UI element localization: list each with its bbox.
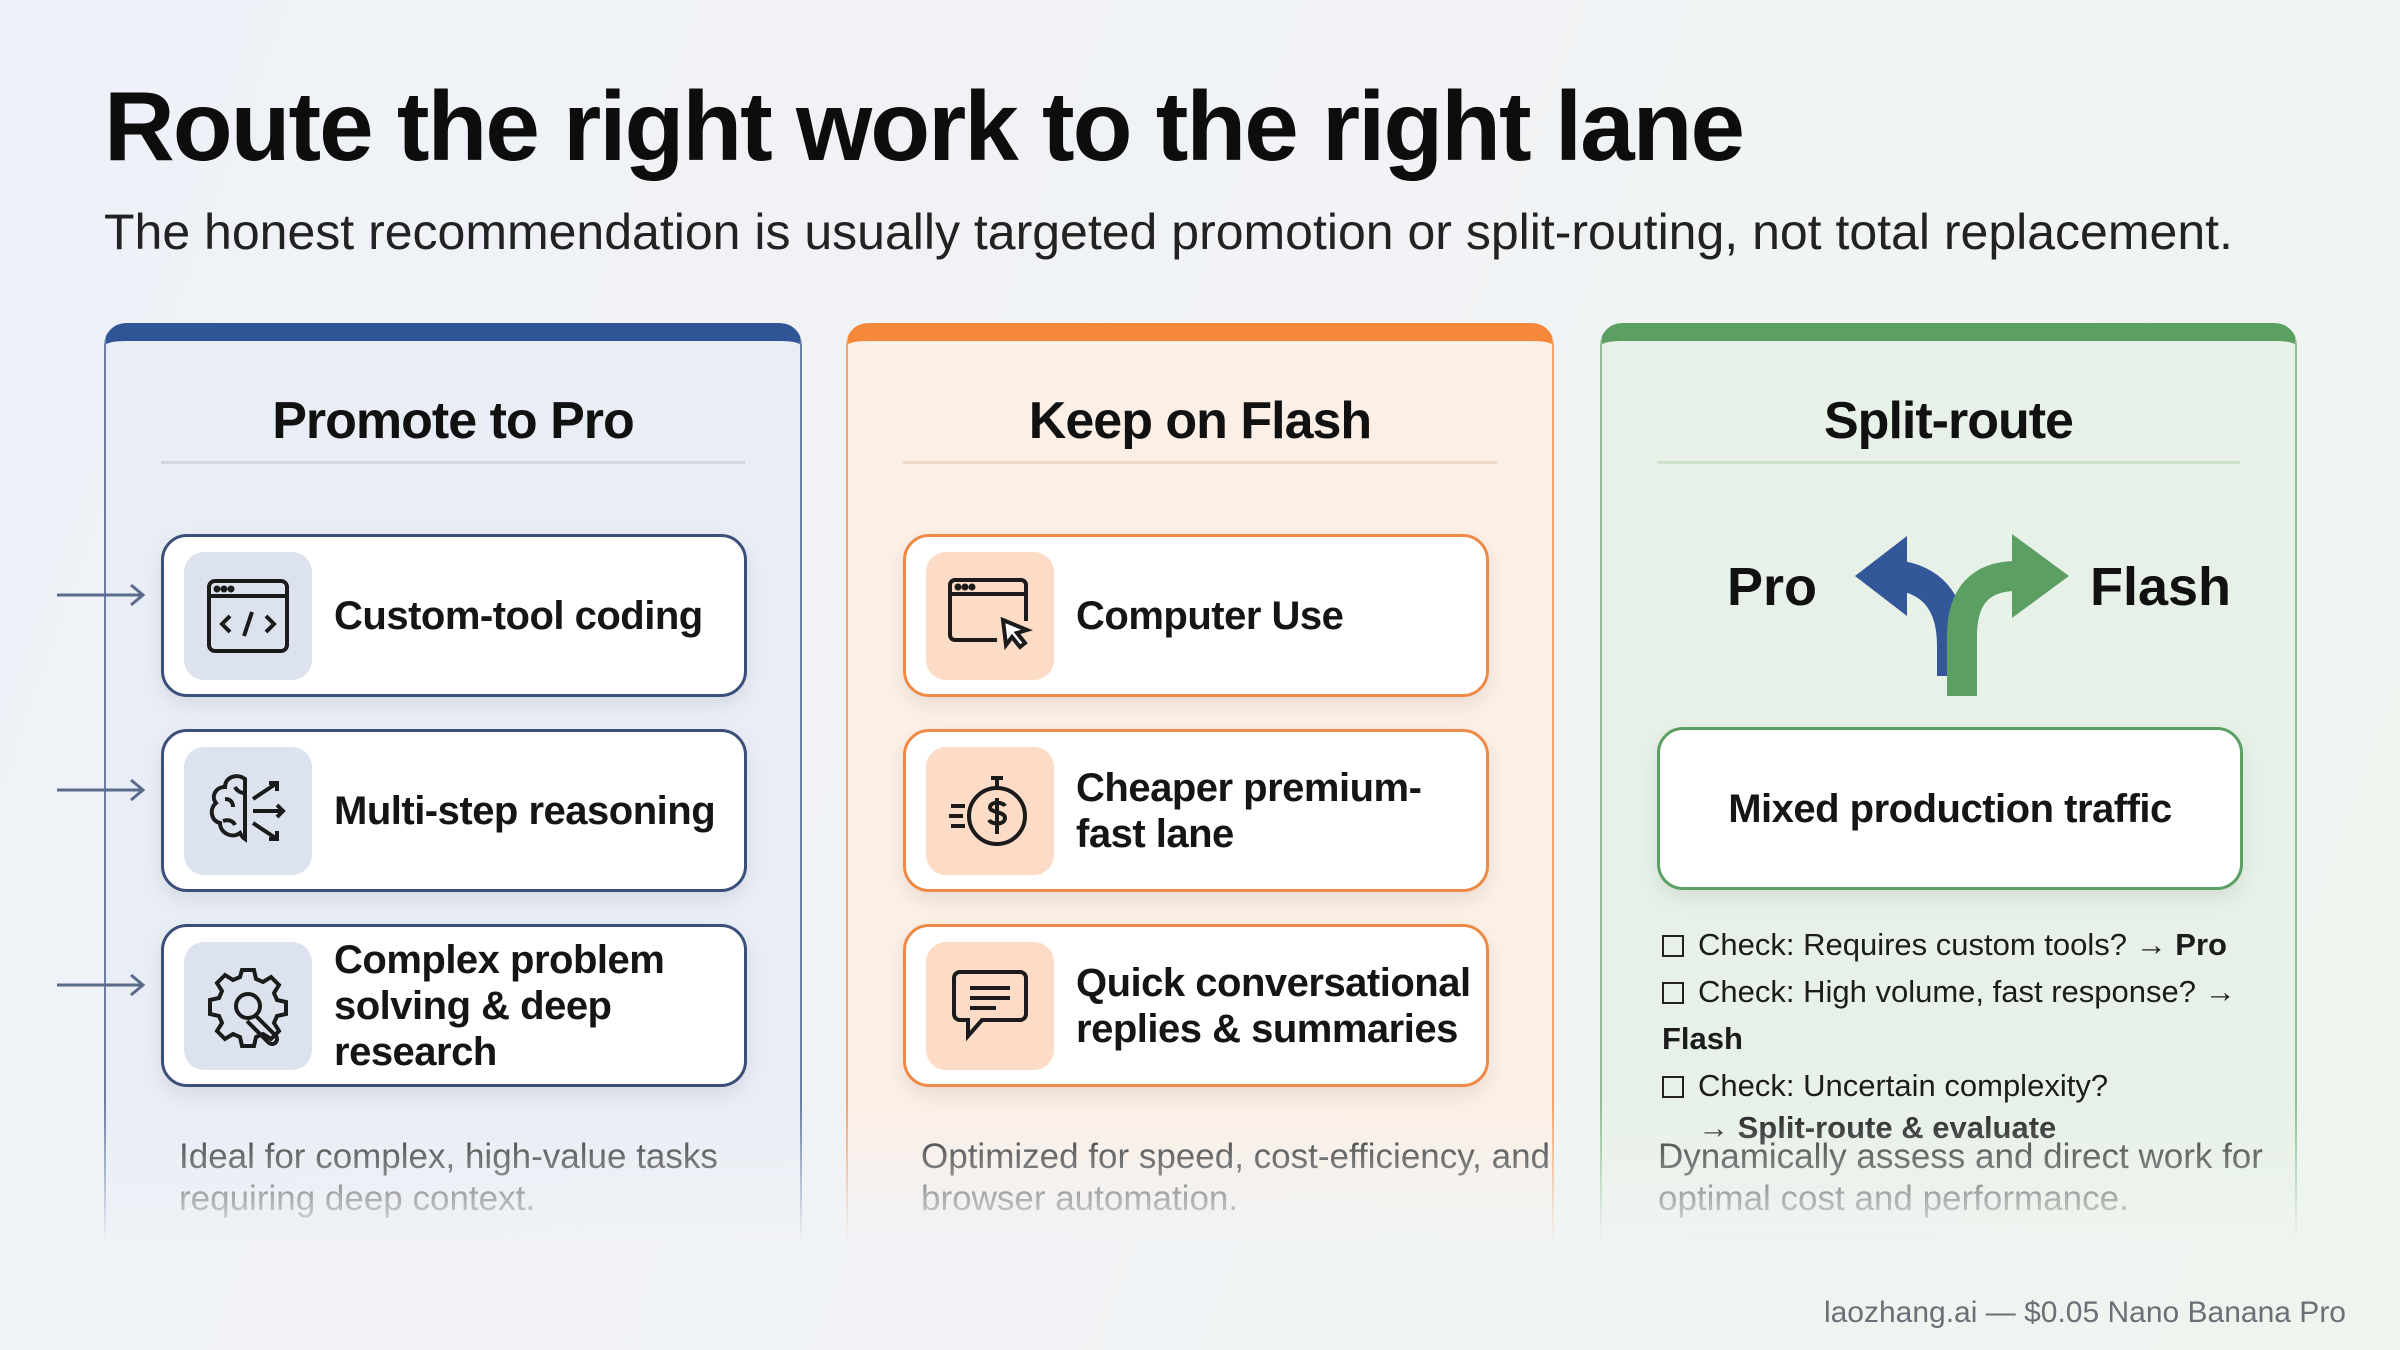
column-title: Keep on Flash (1028, 392, 1372, 450)
arrow: → (1698, 1110, 1729, 1145)
check-target: Flash (1662, 1021, 1743, 1056)
column-keep-on-flash: Keep on Flash Computer Use Cheaper premi… (846, 323, 1554, 1243)
column-promote-to-pro: Promote to Pro Custom-tool coding Multi-… (104, 323, 802, 1243)
fork-arrow-icon (1855, 534, 2069, 696)
split-route-diagram: Pro Flash (1602, 526, 2295, 696)
checklist-item: Check: High volume, fast response? → Fla… (1662, 968, 2295, 1062)
check-target: Split-route & evaluate (1737, 1110, 2057, 1145)
column-description: Ideal for complex, high-value tasks requ… (179, 1137, 718, 1218)
divider (161, 461, 745, 464)
code-window-icon (184, 551, 312, 680)
mixed-traffic-box: Mixed production traffic (1657, 727, 2243, 890)
item-card: Multi-step reasoning (161, 729, 747, 892)
checkbox[interactable] (1662, 1076, 1684, 1098)
item-label: Custom-tool coding (334, 593, 703, 638)
chat-bubble-icon (926, 941, 1054, 1070)
divider (903, 461, 1497, 464)
column-split-route: Split-route Pro Flash Mixed production t… (1600, 323, 2297, 1243)
item-label: Multi-step reasoning (334, 788, 716, 833)
arrow-right-icon (57, 973, 146, 997)
gear-wrench-icon (184, 941, 312, 1070)
arrow-right-icon (57, 583, 146, 607)
mixed-traffic-label: Mixed production traffic (1728, 786, 2172, 831)
arrow: → (2204, 974, 2236, 1009)
column-title: Promote to Pro (272, 392, 635, 450)
item-card: Computer Use (903, 534, 1489, 697)
route-label-pro: Pro (1727, 557, 1818, 617)
fast-dollar-icon (926, 746, 1054, 875)
checklist-item-continuation: → Split-route & evaluate (1662, 1109, 2295, 1147)
item-card: Cheaper premium-fast lane (903, 729, 1489, 892)
checklist-item: Check: Requires custom tools? → Pro (1662, 921, 2295, 968)
browser-cursor-icon (926, 551, 1054, 680)
column-title: Split-route (1824, 392, 2074, 450)
check-text: Check: Uncertain complexity? (1698, 1068, 2109, 1103)
item-label: Quick conversational replies & summaries (1076, 960, 1471, 1051)
column-description: Dynamically assess and direct work for o… (1658, 1137, 2263, 1218)
checkbox[interactable] (1662, 935, 1684, 957)
column-description: Optimized for speed, cost-efficiency, an… (921, 1137, 1551, 1218)
item-label: Cheaper premium-fast lane (1076, 765, 1422, 856)
item-label: Computer Use (1076, 593, 1344, 638)
item-card: Quick conversational replies & summaries (903, 924, 1489, 1087)
arrow: → (2135, 927, 2167, 962)
checklist-item: Check: Uncertain complexity? (1662, 1062, 2295, 1109)
check-text: Check: High volume, fast response? (1698, 974, 2196, 1009)
routing-checklist: Check: Requires custom tools? → Pro Chec… (1662, 921, 2295, 1147)
footer-credit: laozhang.ai — $0.05 Nano Banana Pro (1823, 1296, 2346, 1329)
brain-icon (184, 746, 312, 875)
item-card: Complex problem solving & deep research (161, 924, 747, 1087)
route-label-flash: Flash (2090, 557, 2232, 617)
check-text: Check: Requires custom tools? (1698, 927, 2128, 962)
item-label: Complex problem solving & deep research (334, 937, 665, 1074)
page-subtitle: The honest recommendation is usually tar… (104, 204, 2233, 260)
item-card: Custom-tool coding (161, 534, 747, 697)
divider (1657, 461, 2240, 464)
checkbox[interactable] (1662, 982, 1684, 1004)
arrow-right-icon (57, 778, 146, 802)
page-title: Route the right work to the right lane (104, 71, 1745, 181)
check-target: Pro (2175, 927, 2227, 962)
